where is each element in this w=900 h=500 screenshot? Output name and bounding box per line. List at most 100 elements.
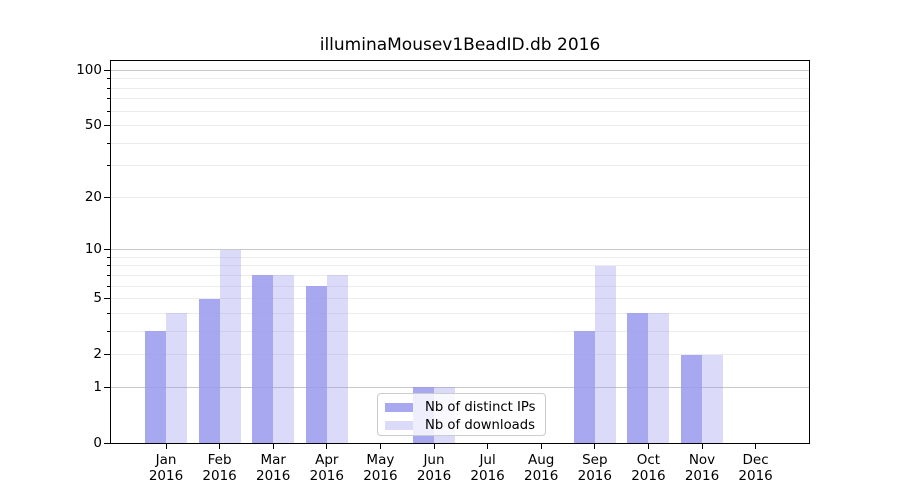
bar-nb-of-downloads-sep: [594, 265, 616, 444]
y-tick-label: 100: [76, 61, 102, 78]
bar-nb-of-distinct-ips-nov: [681, 354, 702, 444]
x-tick-month: Feb: [207, 451, 232, 468]
x-axis-tick: [701, 443, 703, 449]
x-axis-tick: [326, 443, 328, 449]
y-axis-minor-tick: [106, 285, 110, 287]
minor-gridline: [110, 78, 810, 80]
x-tick-year: 2016: [470, 467, 505, 484]
x-tick-year: 2016: [738, 467, 773, 484]
x-tick-label-dec: Dec 2016: [721, 452, 791, 484]
x-axis-tick: [272, 443, 274, 449]
x-tick-month: Jan: [155, 451, 177, 468]
x-tick-label-oct: Oct 2016: [613, 452, 683, 484]
x-tick-year: 2016: [256, 467, 291, 484]
y-axis-tick: [103, 443, 110, 444]
y-axis-tick: [103, 354, 110, 356]
x-axis-tick: [594, 443, 596, 449]
minor-gridline: [110, 265, 810, 267]
x-tick-month: Sep: [582, 451, 608, 468]
legend-label-distinct-ips: Nb of distinct IPs: [425, 399, 536, 415]
minor-gridline: [110, 196, 810, 198]
x-axis-tick: [487, 443, 489, 449]
major-gridline: [110, 69, 810, 71]
bar-nb-of-distinct-ips-mar: [252, 275, 274, 444]
y-tick-label: 5: [93, 290, 102, 307]
y-axis-minor-tick: [106, 274, 110, 276]
bar-nb-of-distinct-ips-feb: [198, 298, 220, 444]
x-tick-label-jul: Jul 2016: [453, 452, 523, 484]
x-tick-month: Oct: [636, 451, 661, 468]
x-tick-label-may: May 2016: [345, 452, 415, 484]
x-tick-label-feb: Feb 2016: [185, 452, 255, 484]
x-tick-month: Nov: [688, 451, 716, 468]
bar-nb-of-downloads-jan: [166, 313, 187, 444]
x-axis-tick: [219, 443, 221, 449]
y-axis-minor-tick: [106, 110, 110, 112]
y-axis-minor-tick: [106, 265, 110, 267]
x-tick-month: May: [366, 451, 395, 468]
x-tick-year: 2016: [363, 467, 398, 484]
bar-nb-of-downloads-oct: [648, 313, 670, 444]
x-tick-year: 2016: [416, 467, 452, 484]
bar-nb-of-distinct-ips-jan: [145, 331, 166, 444]
x-tick-label-aug: Aug 2016: [506, 452, 576, 484]
y-axis-minor-tick: [106, 312, 110, 314]
y-axis-minor-tick: [106, 78, 110, 80]
y-axis-tick: [103, 386, 110, 388]
x-tick-month: Apr: [315, 451, 339, 468]
x-axis-tick: [755, 443, 757, 449]
minor-gridline: [110, 110, 810, 112]
y-axis-tick: [103, 249, 110, 251]
legend-swatch-downloads: [385, 421, 413, 431]
x-tick-month: Aug: [528, 451, 555, 468]
minor-gridline: [110, 98, 810, 100]
x-tick-year: 2016: [524, 467, 559, 484]
minor-gridline: [110, 285, 810, 287]
y-axis-tick: [103, 298, 110, 300]
minor-gridline: [110, 87, 810, 89]
x-tick-label-jan: Jan 2016: [131, 452, 201, 484]
legend: Nb of distinct IPs Nb of downloads: [377, 393, 546, 436]
x-tick-label-mar: Mar 2016: [238, 452, 308, 484]
minor-gridline: [110, 256, 810, 258]
x-axis-tick: [165, 443, 167, 449]
y-tick-label: 50: [84, 117, 102, 134]
bar-nb-of-downloads-apr: [326, 275, 348, 444]
bar-nb-of-distinct-ips-sep: [573, 331, 595, 444]
y-axis-tick: [103, 69, 110, 71]
y-axis-minor-tick: [106, 98, 110, 100]
x-tick-month: Jun: [423, 451, 445, 468]
y-tick-label: 2: [93, 346, 102, 363]
y-axis-minor-tick: [106, 165, 110, 167]
bar-nb-of-distinct-ips-oct: [627, 313, 649, 444]
legend-item-distinct-ips: Nb of distinct IPs: [385, 398, 537, 416]
x-axis-tick: [540, 443, 542, 449]
bar-nb-of-downloads-mar: [273, 275, 295, 444]
x-axis-tick: [433, 443, 435, 449]
x-tick-year: 2016: [202, 467, 237, 484]
x-tick-year: 2016: [631, 467, 666, 484]
x-tick-month: Dec: [742, 451, 769, 468]
y-axis-minor-tick: [106, 142, 110, 144]
x-tick-month: Mar: [260, 451, 286, 468]
minor-gridline: [110, 142, 810, 144]
x-tick-label-nov: Nov 2016: [667, 452, 737, 484]
y-tick-label: 20: [84, 188, 102, 205]
y-axis-tick: [103, 125, 110, 127]
x-tick-label-apr: Apr 2016: [292, 452, 362, 484]
major-gridline: [110, 249, 810, 251]
bar-nb-of-downloads-nov: [702, 354, 723, 444]
x-tick-year: 2016: [684, 467, 720, 484]
y-axis-minor-tick: [106, 87, 110, 89]
x-tick-year: 2016: [577, 467, 612, 484]
x-tick-year: 2016: [148, 467, 184, 484]
y-tick-label: 1: [93, 378, 102, 395]
x-tick-month: Jul: [479, 451, 496, 468]
x-axis-tick: [647, 443, 649, 449]
minor-gridline: [110, 125, 810, 127]
y-axis-minor-tick: [106, 256, 110, 258]
y-tick-label: 10: [84, 241, 102, 258]
x-tick-label-sep: Sep 2016: [560, 452, 630, 484]
y-axis-tick: [103, 196, 110, 198]
